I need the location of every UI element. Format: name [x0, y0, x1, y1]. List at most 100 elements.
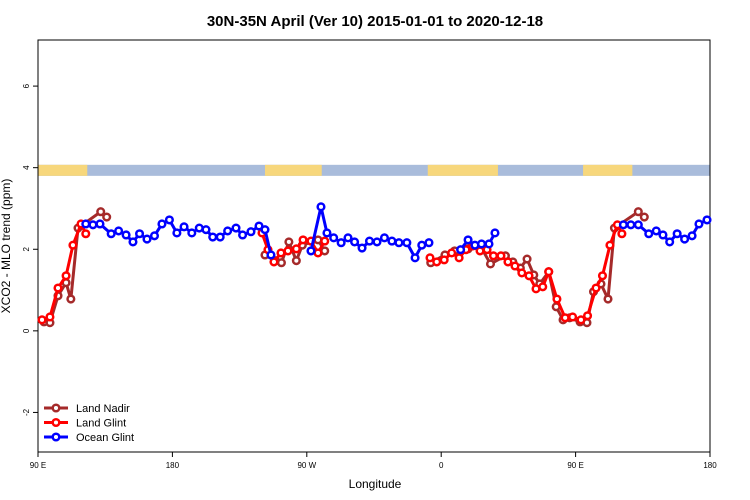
point: [617, 229, 627, 239]
land-band: [38, 164, 88, 176]
point: [484, 239, 494, 249]
ocean-band: [38, 164, 710, 176]
point: [680, 234, 690, 244]
x-tick-label: 180: [703, 461, 717, 470]
point: [503, 257, 513, 267]
x-tick-label: 90 E: [30, 461, 46, 470]
point: [702, 215, 712, 225]
x-tick-label: 90 W: [297, 461, 316, 470]
point: [488, 251, 499, 261]
point: [560, 313, 570, 323]
point: [485, 259, 496, 269]
point: [102, 212, 112, 222]
point: [81, 229, 91, 239]
point: [357, 243, 367, 253]
point: [246, 227, 256, 237]
point: [336, 238, 346, 248]
point: [372, 237, 382, 247]
point: [260, 225, 270, 235]
chart-title: 30N-35N April (Ver 10) 2015-01-01 to 202…: [207, 13, 543, 30]
point: [582, 311, 593, 321]
y-tick-label: 0: [22, 328, 31, 333]
point: [179, 222, 189, 232]
point: [605, 240, 615, 250]
point: [114, 226, 124, 236]
point: [95, 219, 105, 229]
point: [576, 315, 586, 325]
point: [45, 312, 55, 322]
legend-marker: [51, 417, 61, 428]
legend-marker: [51, 403, 61, 413]
point: [597, 271, 608, 281]
legend-label: Land Glint: [76, 418, 126, 430]
x-tick-label: 0: [439, 461, 444, 470]
y-tick-label: 6: [22, 83, 31, 88]
point: [410, 253, 420, 263]
point: [463, 235, 473, 245]
point: [291, 244, 301, 254]
point: [208, 232, 218, 242]
point: [694, 219, 704, 229]
point: [164, 215, 174, 225]
point: [544, 267, 554, 277]
point: [66, 294, 76, 304]
point: [149, 231, 160, 241]
point: [284, 237, 294, 247]
point: [269, 257, 279, 267]
point: [238, 230, 248, 240]
point: [524, 271, 534, 281]
point: [88, 220, 98, 230]
point: [276, 258, 286, 268]
x-tick-label: 90 E: [567, 461, 583, 470]
point: [454, 253, 464, 263]
y-tick-label: -2: [22, 408, 31, 416]
point: [510, 261, 520, 271]
point: [517, 268, 527, 278]
point: [618, 220, 628, 230]
point: [552, 294, 562, 304]
point: [687, 231, 697, 241]
point: [306, 246, 316, 256]
point: [672, 229, 682, 239]
point: [522, 254, 532, 264]
point: [603, 294, 613, 304]
point: [496, 251, 506, 261]
x-axis-label: Longitude: [349, 477, 402, 491]
point: [313, 248, 323, 258]
point: [417, 240, 427, 250]
point: [402, 238, 412, 248]
point: [343, 233, 353, 243]
land-band: [427, 164, 498, 176]
legend-label: Ocean Glint: [76, 432, 134, 444]
point: [665, 237, 675, 247]
point: [276, 248, 286, 258]
point: [387, 236, 397, 246]
point: [61, 271, 71, 281]
point: [490, 228, 500, 238]
point: [394, 238, 404, 248]
legend-label: Land Nadir: [76, 403, 130, 415]
point: [283, 246, 293, 256]
point: [121, 230, 131, 240]
point: [432, 257, 442, 267]
point: [320, 236, 330, 246]
point: [651, 226, 661, 236]
point: [316, 202, 326, 212]
point: [425, 253, 435, 263]
point: [106, 229, 116, 239]
point: [134, 229, 145, 239]
point: [96, 207, 106, 217]
point: [639, 212, 649, 222]
point: [201, 225, 211, 235]
plot-frame: [37, 39, 711, 453]
point: [81, 219, 91, 229]
point: [223, 226, 233, 236]
y-tick-label: 4: [22, 165, 31, 170]
point: [187, 228, 197, 238]
land-band: [583, 164, 633, 176]
point: [157, 219, 167, 229]
point: [291, 256, 301, 266]
point: [68, 240, 78, 250]
point: [266, 250, 276, 260]
point: [439, 255, 449, 265]
